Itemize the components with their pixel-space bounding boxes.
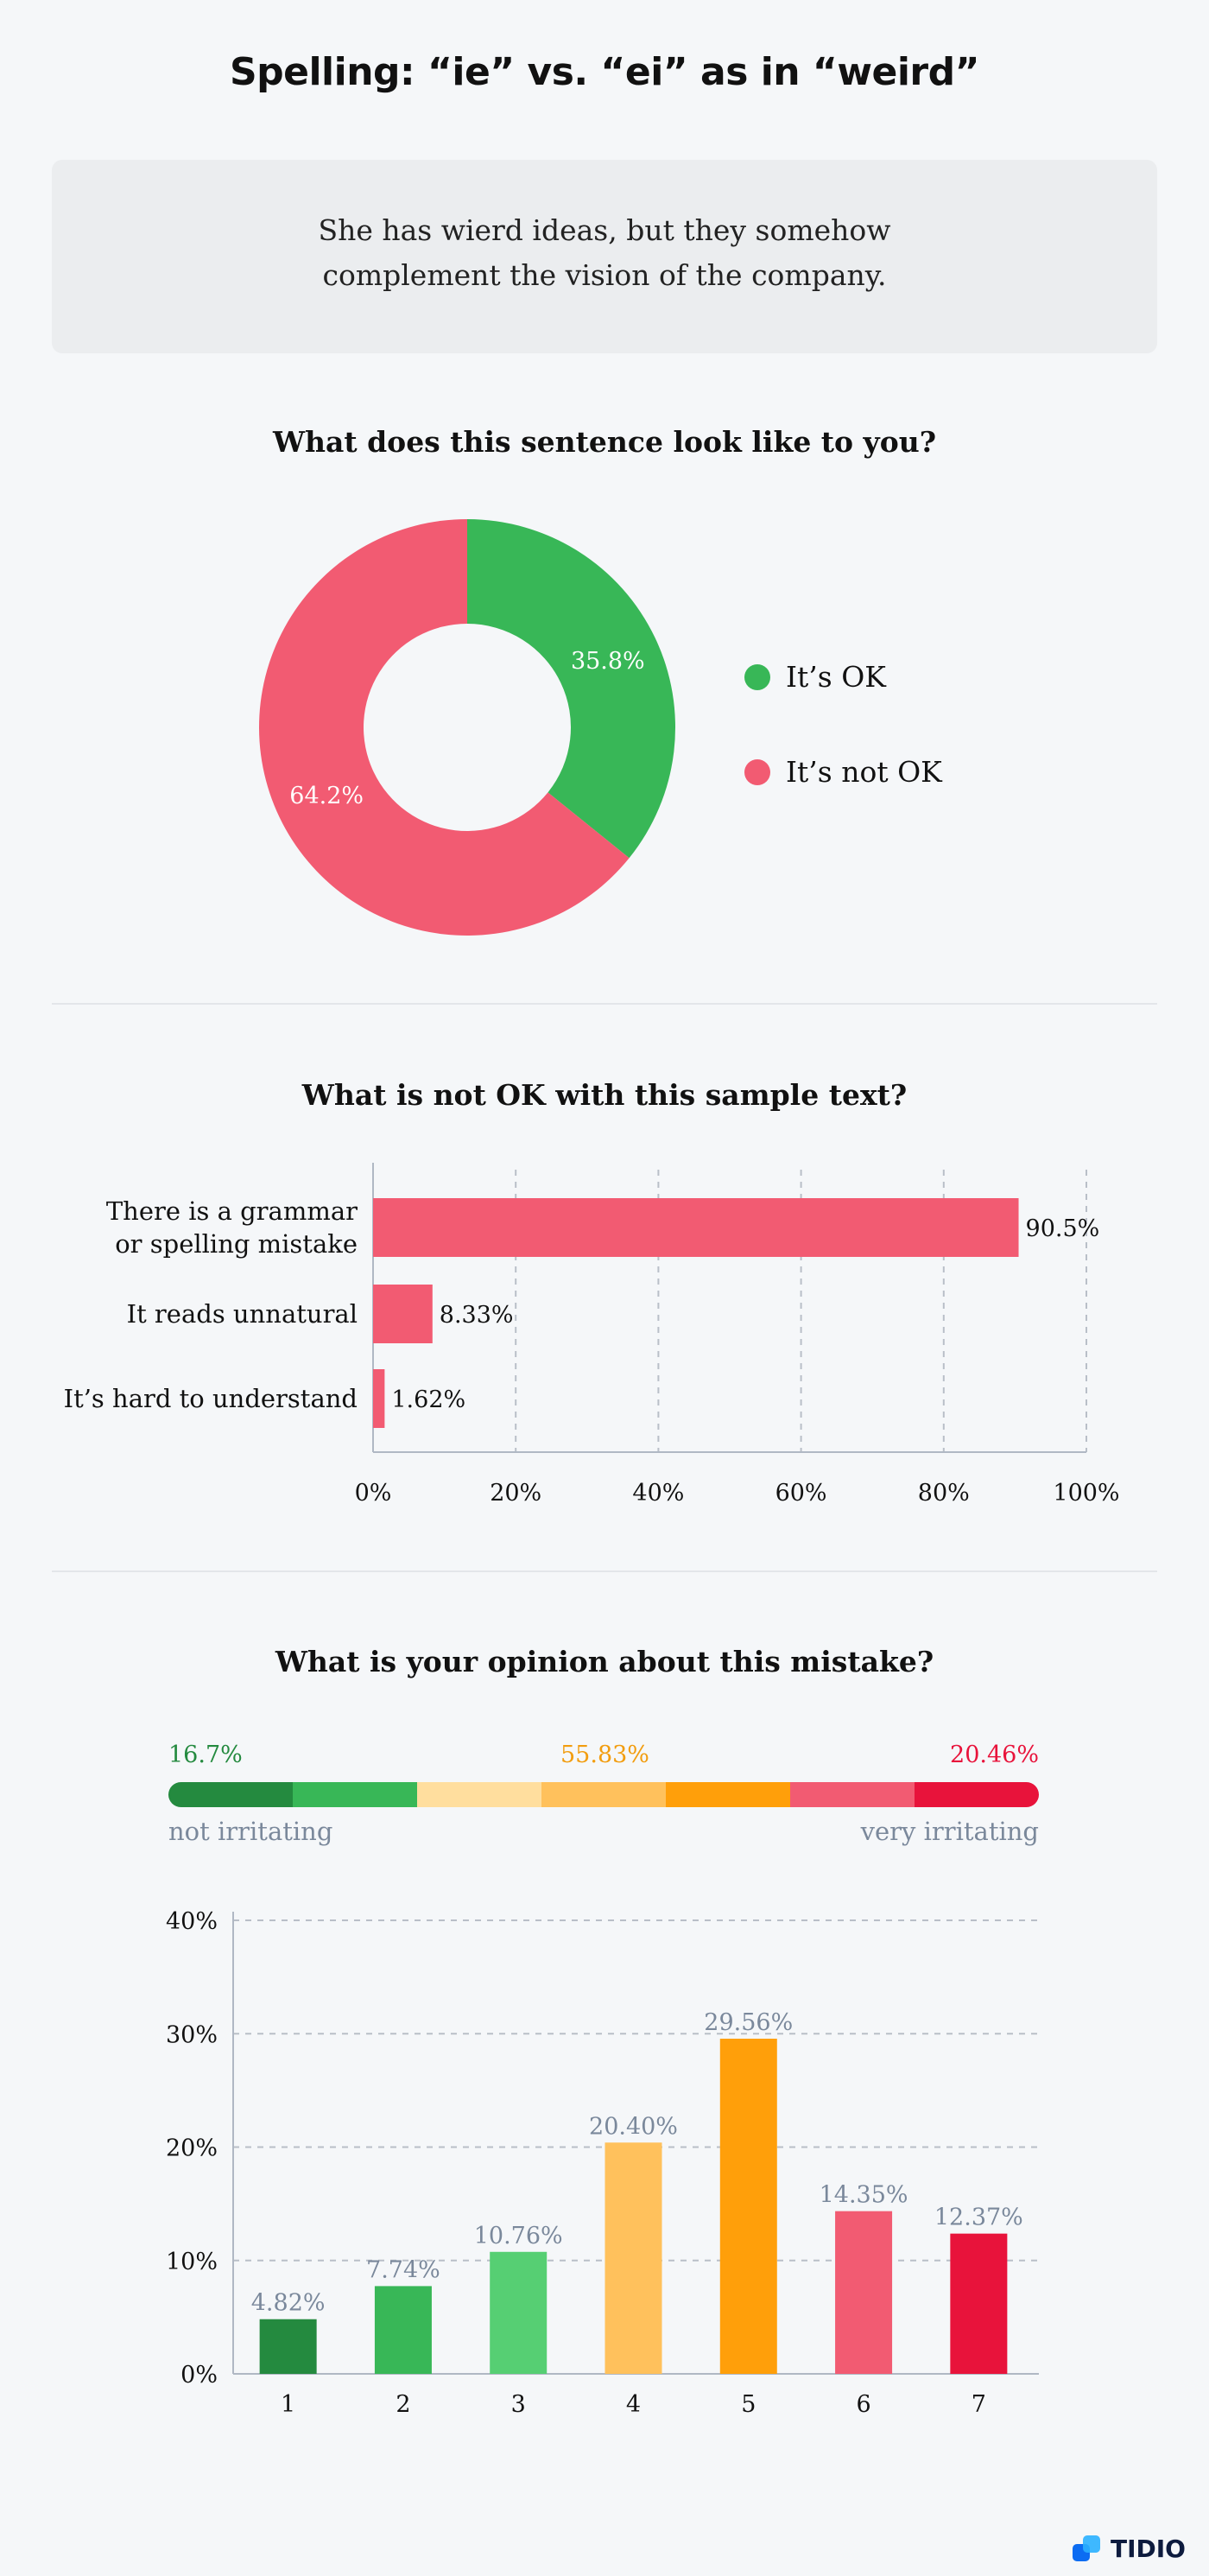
column-bar-3 <box>490 2251 548 2374</box>
scale-segment-3 <box>417 1782 541 1807</box>
scale-segment-1 <box>168 1782 293 1807</box>
opinion-chart-title: What is your opinion about this mistake? <box>275 1645 934 1678</box>
column-bar-1 <box>259 2319 317 2374</box>
page-title: Spelling: “ie” vs. “ei” as in “weird” <box>229 50 980 94</box>
legend-item-not-ok: It’s not OK <box>744 755 942 789</box>
y-tick-label: 30% <box>166 2021 218 2048</box>
x-tick-label: 7 <box>972 2391 986 2418</box>
column-value-label-6: 14.35% <box>820 2182 908 2209</box>
tidio-logo-icon <box>1073 2535 1100 2561</box>
hbar-value-label-2: 8.33% <box>440 1302 514 1329</box>
legend-label-not-ok: It’s not OK <box>786 755 942 789</box>
hbar-chart-title: What is not OK with this sample text? <box>301 1078 908 1112</box>
y-tick-label: 20% <box>166 2135 218 2162</box>
column-value-label-1: 4.82% <box>251 2290 326 2317</box>
hbar-bar-3 <box>373 1369 385 1428</box>
horizontal-bar-chart: 0% 20% 40% 60% 80% 100% 90.5% There is a gramma… <box>64 1163 1120 1507</box>
hbar-bar-1 <box>373 1198 1019 1257</box>
scale-summary-low: 16.7% <box>168 1742 243 1768</box>
sample-sentence-line-1: She has wierd ideas, but they somehow <box>318 213 891 247</box>
x-tick-label: 2 <box>396 2391 410 2418</box>
legend-item-ok: It’s OK <box>744 660 886 694</box>
x-tick-label: 3 <box>511 2391 526 2418</box>
x-tick-label: 100% <box>1053 1480 1119 1507</box>
donut-slice-label-2: 64.2% <box>289 783 364 809</box>
donut-chart: 35.8% 64.2% <box>259 519 676 936</box>
x-tick-label: 4 <box>626 2391 641 2418</box>
hbar-value-label-1: 90.5% <box>1026 1215 1100 1242</box>
hbar-category-label-1: There is a grammar <box>106 1196 358 1226</box>
legend-label-ok: It’s OK <box>786 660 886 694</box>
scale-summary-high: 20.46% <box>950 1742 1039 1768</box>
scale-summary-mid: 55.83% <box>560 1742 649 1768</box>
scale-segment-7 <box>915 1782 1039 1807</box>
column-value-label-4: 20.40% <box>589 2113 678 2140</box>
y-tick-label: 10% <box>166 2249 218 2275</box>
column-value-label-5: 29.56% <box>704 2009 793 2036</box>
x-tick-label: 0% <box>355 1480 392 1507</box>
hbar-category-label-2: It reads unnatural <box>127 1299 358 1329</box>
x-tick-label: 80% <box>918 1480 970 1507</box>
column-bar-7 <box>950 2233 1008 2374</box>
donut-slice-2 <box>259 519 630 936</box>
scale-segment-5 <box>666 1782 790 1807</box>
hbar-bar-2 <box>373 1285 433 1343</box>
column-bar-5 <box>719 2039 777 2374</box>
column-bar-2 <box>374 2286 432 2374</box>
hbar-category-label-1: or spelling mistake <box>115 1229 358 1259</box>
y-tick-label: 0% <box>180 2362 218 2389</box>
scale-label-left: not irritating <box>168 1817 333 1846</box>
legend-dot-ok <box>744 663 770 690</box>
section-divider <box>52 1570 1157 1572</box>
scale-segment-6 <box>790 1782 915 1807</box>
x-tick-label: 60% <box>775 1480 827 1507</box>
x-tick-label: 40% <box>632 1480 684 1507</box>
donut-slice-label-1: 35.8% <box>571 648 645 675</box>
opinion-column-chart: 0% 10% 20% 30% 40% 4.82% 1 7.74% 2 10.76% 3 20.40% 4… <box>166 1908 1039 2418</box>
column-bar-6 <box>835 2211 893 2374</box>
hbar-category-label-3: It’s hard to understand <box>64 1384 358 1413</box>
tidio-logo-text: TIDIO <box>1111 2534 1186 2563</box>
legend-dot-not-ok <box>744 758 770 785</box>
column-bar-4 <box>604 2142 662 2374</box>
scale-segment-2 <box>293 1782 417 1807</box>
donut-slice-1 <box>467 519 676 859</box>
column-value-label-3: 10.76% <box>474 2223 563 2249</box>
x-tick-label: 5 <box>741 2391 756 2418</box>
section-divider <box>52 1003 1157 1005</box>
irritation-scale-bar <box>168 1782 1039 1807</box>
x-tick-label: 1 <box>281 2391 295 2418</box>
x-tick-label: 6 <box>856 2391 870 2418</box>
y-tick-label: 40% <box>166 1908 218 1935</box>
scale-segment-4 <box>541 1782 666 1807</box>
column-value-label-7: 12.37% <box>934 2205 1023 2231</box>
donut-chart-title: What does this sentence look like to you… <box>272 425 937 459</box>
column-value-label-2: 7.74% <box>366 2256 440 2283</box>
sample-sentence-line-2: complement the vision of the company. <box>322 258 887 292</box>
scale-label-right: very irritating <box>860 1817 1039 1846</box>
x-tick-label: 20% <box>490 1480 541 1507</box>
sample-sentence-box: She has wierd ideas, but they somehow co… <box>52 160 1157 353</box>
tidio-logo: TIDIO <box>1071 2534 1186 2563</box>
hbar-value-label-3: 1.62% <box>391 1386 465 1413</box>
